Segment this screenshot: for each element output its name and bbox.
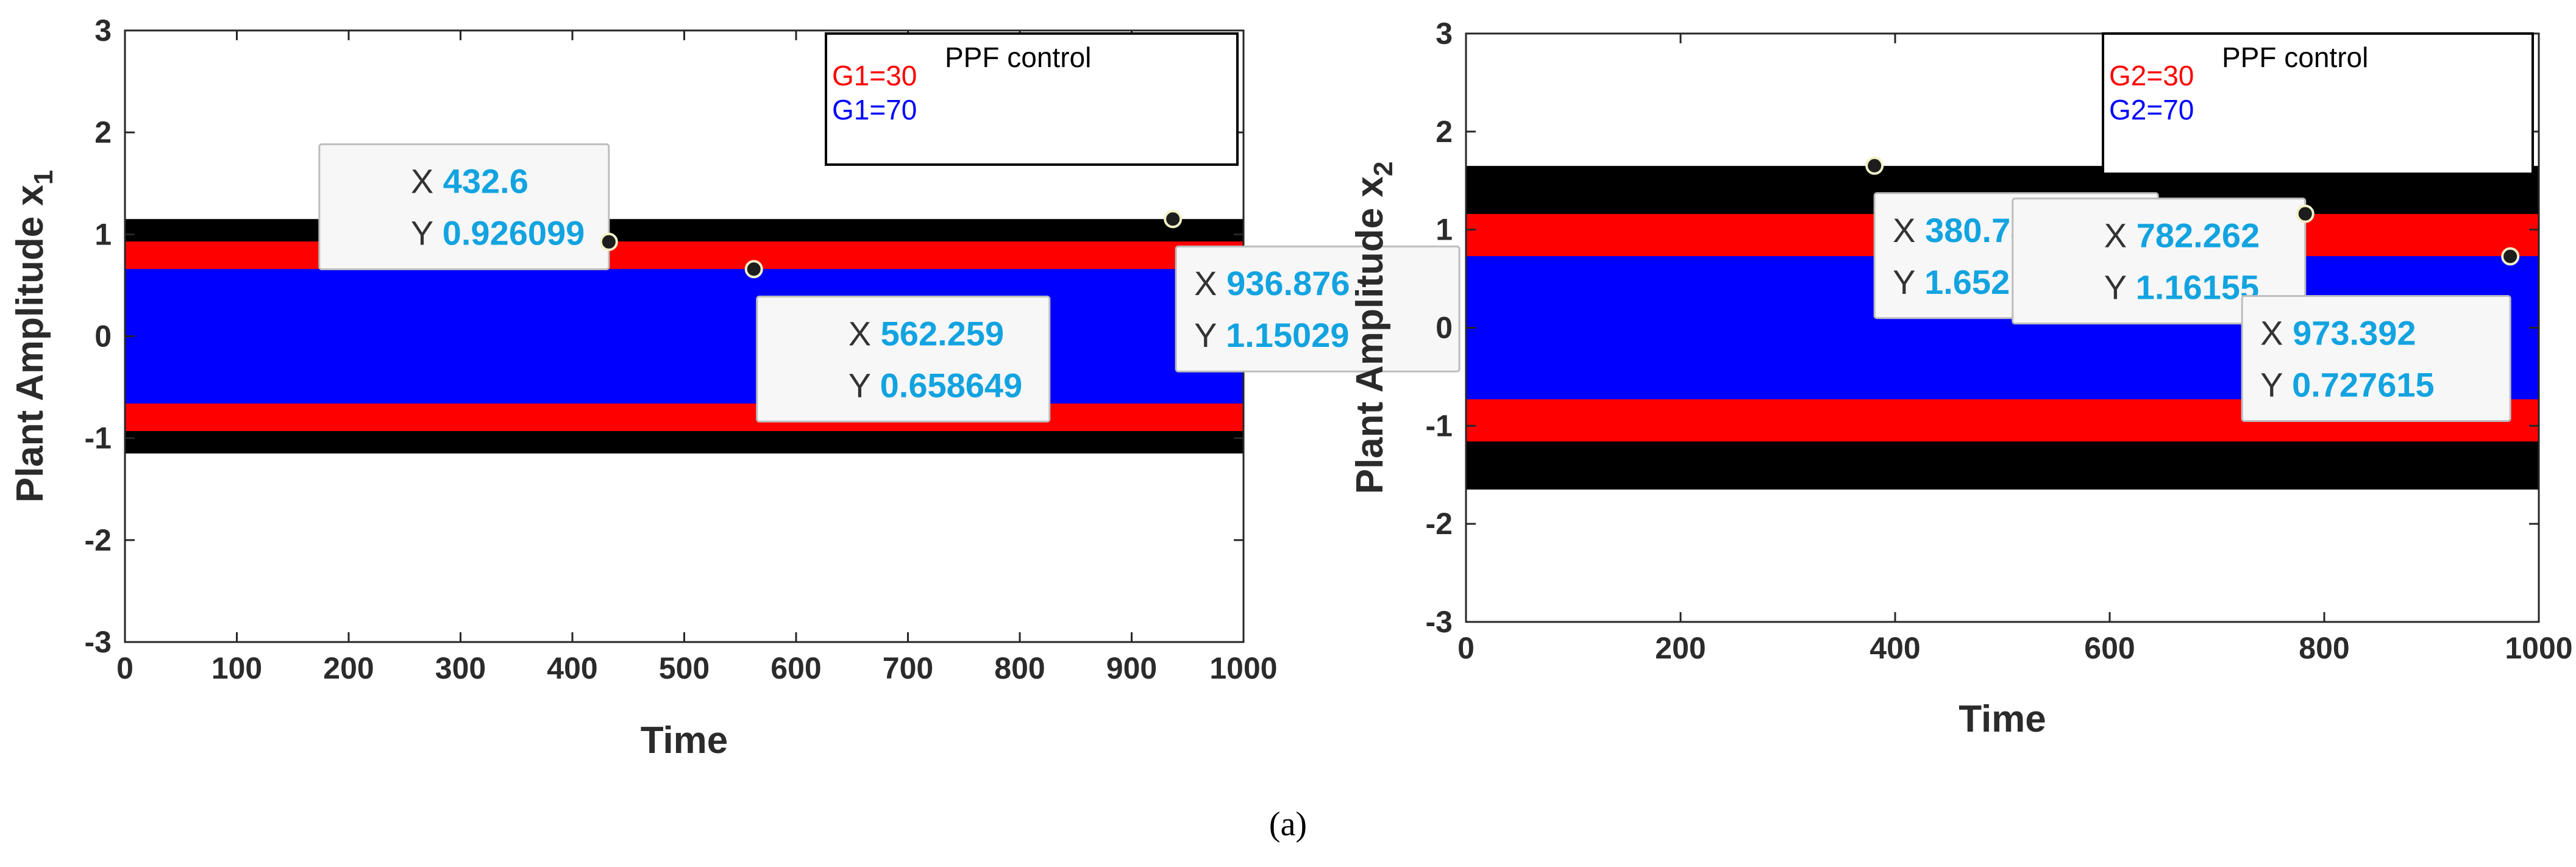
- y-tick-label: -2: [1426, 507, 1453, 541]
- datatip-y-value: 0.926099: [443, 214, 585, 252]
- x-tick-label: 100: [212, 651, 262, 685]
- datatip-x-key: X 782.262: [2104, 216, 2260, 255]
- transient-peak: [1495, 288, 1516, 367]
- x-tick-label: 600: [770, 651, 821, 685]
- y-tick-label: 2: [94, 115, 112, 149]
- series-band: [125, 269, 1244, 404]
- y-tick-label: 0: [94, 319, 112, 354]
- legend-title: PPF control: [945, 41, 1091, 73]
- datatip: X 432.6 Y 0.926099: [318, 143, 618, 271]
- x-axis-label: Time: [1959, 698, 2046, 740]
- datatip-box: [756, 295, 1051, 423]
- datatip-x-key: X 973.392: [2260, 313, 2416, 352]
- legend-entry: G2=30: [2109, 60, 2194, 91]
- transient-peak: [1521, 290, 1542, 365]
- chart-panel-2: 0 200 400 600 800 1000 -3 -2 -1 0 1 2 3 Time Plant Amp…: [1349, 16, 2573, 740]
- y-axis-label: Plant Amplitude x2: [1349, 162, 1398, 494]
- x-tick-label: 0: [116, 651, 133, 685]
- legend-entry: G1=30: [832, 60, 917, 91]
- datatip-box: [2241, 294, 2511, 422]
- datatip-x-value: 936.876: [1226, 264, 1350, 302]
- datatip-x-key: X 432.6: [411, 162, 528, 201]
- datatip: X 782.262 Y 1.16155: [2012, 198, 2314, 325]
- y-tick-label: 3: [94, 13, 112, 48]
- x-tick-label: 0: [1457, 631, 1475, 665]
- datatip-x-key: X 936.876: [1194, 264, 1350, 302]
- x-axis-label: Time: [641, 719, 728, 762]
- figure-caption: (a): [1269, 805, 1307, 843]
- x-tick-label: 1000: [1209, 651, 1277, 685]
- datatip-marker: [744, 260, 763, 279]
- y-axis-label-subscript: 1: [29, 170, 59, 185]
- datatip-y-value: 0.658649: [880, 366, 1023, 404]
- legend-box: [825, 32, 1239, 166]
- datatip-x-value: 432.6: [443, 162, 528, 201]
- x-tick-label: 800: [994, 651, 1045, 685]
- y-tick-label: 1: [1436, 213, 1453, 247]
- y-tick-label: 3: [1436, 16, 1453, 51]
- x-tick-label: 200: [1655, 631, 1706, 665]
- datatip-marker: [2296, 204, 2314, 223]
- datatip-y-value: 1.16155: [2136, 268, 2259, 307]
- datatip-marker: [1865, 156, 1884, 175]
- x-tick-label: 200: [323, 651, 374, 685]
- datatip-y-value: 0.727615: [2292, 365, 2435, 404]
- x-tick-label: 1000: [2505, 631, 2572, 665]
- y-tick-label: -1: [85, 421, 112, 455]
- legend-entry: G2=70: [2109, 94, 2194, 126]
- plot-area: [125, 219, 1244, 454]
- datatip-x-key: X 562.259: [849, 314, 1004, 352]
- x-tick-label: 800: [2299, 631, 2349, 665]
- datatip-y-key: Y 0.658649: [849, 366, 1022, 404]
- datatip-y-key: Y 0.727615: [2260, 365, 2434, 404]
- y-tick-label: -1: [1426, 409, 1453, 443]
- datatip-box: [318, 143, 610, 271]
- y-tick-label: -3: [1426, 605, 1453, 639]
- datatip-y-value: 1.15029: [1226, 316, 1349, 354]
- y-tick-label: -2: [85, 523, 112, 557]
- x-tick-label: 900: [1106, 651, 1157, 685]
- datatip-box: [2012, 198, 2307, 325]
- datatip-x-value: 562.259: [881, 314, 1004, 352]
- series-G1=70: [125, 269, 1244, 404]
- legend-entry: G1=70: [832, 94, 917, 126]
- y-tick-label: 1: [94, 217, 112, 251]
- transient-peak: [1469, 278, 1489, 377]
- transient-peak: [128, 289, 149, 384]
- y-axis-label-main: Plant Amplitude x: [1349, 176, 1391, 494]
- transient-peak: [155, 299, 177, 373]
- chart-panel-1: 0 100 200 300 400 500 600 700 800 900 1000 -3 -2 -1 0 1…: [9, 13, 1461, 762]
- x-tick-label: 600: [2084, 631, 2135, 665]
- datatip-box: [1175, 245, 1461, 373]
- datatip-y-key: Y 1.15029: [1194, 316, 1349, 354]
- datatip-x-value: 782.262: [2137, 216, 2260, 255]
- x-tick-label: 500: [659, 651, 710, 685]
- y-axis-label-subscript: 2: [1368, 162, 1398, 176]
- datatip-marker: [2501, 247, 2520, 266]
- y-tick-label: 0: [1436, 311, 1453, 345]
- y-axis-label-main: Plant Amplitude x: [9, 185, 51, 503]
- y-tick-label: -3: [85, 625, 112, 659]
- datatip-x-value: 973.392: [2293, 313, 2416, 352]
- legend-box: [2102, 32, 2534, 175]
- x-tick-label: 300: [435, 651, 486, 685]
- datatip: X 973.392 Y 0.727615: [2241, 247, 2520, 422]
- x-tick-label: 400: [547, 651, 597, 685]
- y-tick-label: 2: [1436, 115, 1453, 149]
- datatip-y-key: Y 0.926099: [411, 214, 585, 252]
- x-tick-label: 700: [883, 651, 933, 685]
- datatip: X 562.259 Y 0.658649: [744, 260, 1051, 423]
- datatip-marker: [599, 232, 618, 251]
- datatip-marker: [1164, 210, 1183, 229]
- x-tick-label: 400: [1870, 631, 1920, 665]
- transient-peak: [183, 301, 204, 371]
- datatip: X 936.876 Y 1.15029: [1164, 210, 1461, 373]
- legend-title: PPF control: [2222, 41, 2368, 73]
- y-axis-label: Plant Amplitude x1: [9, 170, 59, 503]
- datatip-y-key: Y 1.16155: [2104, 268, 2259, 307]
